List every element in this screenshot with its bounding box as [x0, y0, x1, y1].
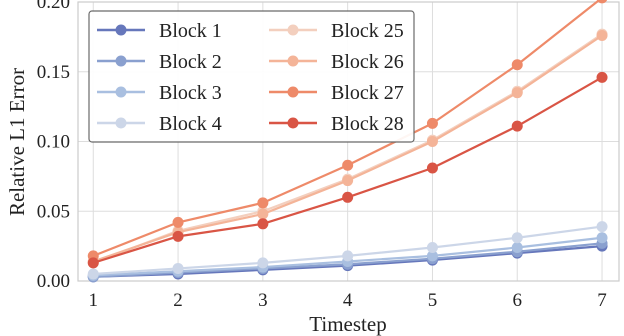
data-point [257, 208, 269, 220]
legend-label: Block 25 [331, 20, 404, 42]
legend-label: Block 4 [159, 113, 222, 135]
series-layer [87, 0, 608, 283]
legend-label: Block 26 [331, 51, 404, 73]
data-point [172, 262, 184, 274]
legend-item: Block 4 [97, 113, 222, 135]
x-axis-title: Timestep [309, 312, 386, 336]
data-point [426, 136, 438, 147]
data-point [426, 242, 438, 254]
data-point [596, 232, 608, 244]
y-tick-label: 0.05 [37, 201, 70, 222]
y-tick-label: 0.15 [37, 62, 70, 83]
legend-label: Block 28 [331, 113, 404, 135]
legend-box [88, 10, 415, 143]
legend-item: Block 3 [97, 82, 222, 104]
legend-swatch-marker [115, 24, 127, 36]
data-point [257, 197, 269, 209]
legend-label: Block 27 [331, 82, 404, 104]
data-point [596, 0, 608, 4]
data-point [426, 162, 438, 174]
data-point [596, 29, 608, 41]
data-point [596, 71, 608, 83]
x-tick-label: 5 [428, 290, 438, 311]
x-tick-label: 6 [512, 290, 522, 311]
data-point [342, 191, 354, 203]
y-tick-label: 0.20 [37, 0, 70, 13]
data-point [511, 242, 523, 254]
legend-item: Block 28 [269, 113, 404, 135]
legend-label: Block 1 [159, 20, 222, 42]
data-point [87, 257, 99, 269]
legend: Block 1 Block 2 Block 3 Block 4 Block 25 Bloc… [88, 10, 415, 143]
data-point [342, 159, 354, 171]
legend-item: Block 26 [269, 51, 404, 73]
tick-labels: 1 2 3 4 5 6 7 0.00 0.05 0.10 0.15 0.20 [37, 0, 607, 311]
data-point [87, 268, 99, 280]
series-block-4 [87, 221, 608, 280]
legend-label: Block 3 [159, 82, 222, 104]
data-point [257, 257, 269, 269]
x-tick-label: 2 [173, 290, 183, 311]
legend-swatch-marker [115, 55, 127, 67]
legend-label: Block 2 [159, 51, 222, 73]
y-tick-label: 0.00 [37, 271, 70, 292]
x-tick-label: 4 [343, 290, 353, 311]
x-tick-label: 3 [258, 290, 268, 311]
data-point [511, 232, 523, 244]
data-point [426, 117, 438, 129]
data-point [172, 230, 184, 242]
data-point [342, 175, 354, 187]
plot-frame [77, 1, 620, 282]
data-point [426, 250, 438, 262]
legend-swatch-marker [287, 117, 299, 129]
legend-item: Block 25 [269, 20, 404, 42]
data-point [511, 120, 523, 132]
data-point [172, 216, 184, 228]
x-tick-label: 1 [89, 290, 99, 311]
legend-swatch-marker [115, 86, 127, 98]
legend-swatch-marker [287, 86, 299, 98]
data-point [511, 87, 523, 99]
data-point [511, 59, 523, 71]
y-tick-label: 0.10 [37, 132, 70, 153]
legend-item: Block 27 [269, 82, 404, 104]
series-block-28 [87, 71, 608, 269]
x-tick-label: 7 [597, 290, 607, 311]
y-axis-title: Relative L1 Error [5, 68, 29, 216]
legend-item: Block 1 [97, 20, 222, 42]
legend-swatch-marker [287, 55, 299, 67]
data-point [596, 221, 608, 233]
legend-swatch-marker [115, 117, 127, 129]
legend-item: Block 2 [97, 51, 222, 73]
data-point [257, 218, 269, 230]
legend-swatch-marker [287, 24, 299, 36]
data-point [342, 250, 354, 262]
